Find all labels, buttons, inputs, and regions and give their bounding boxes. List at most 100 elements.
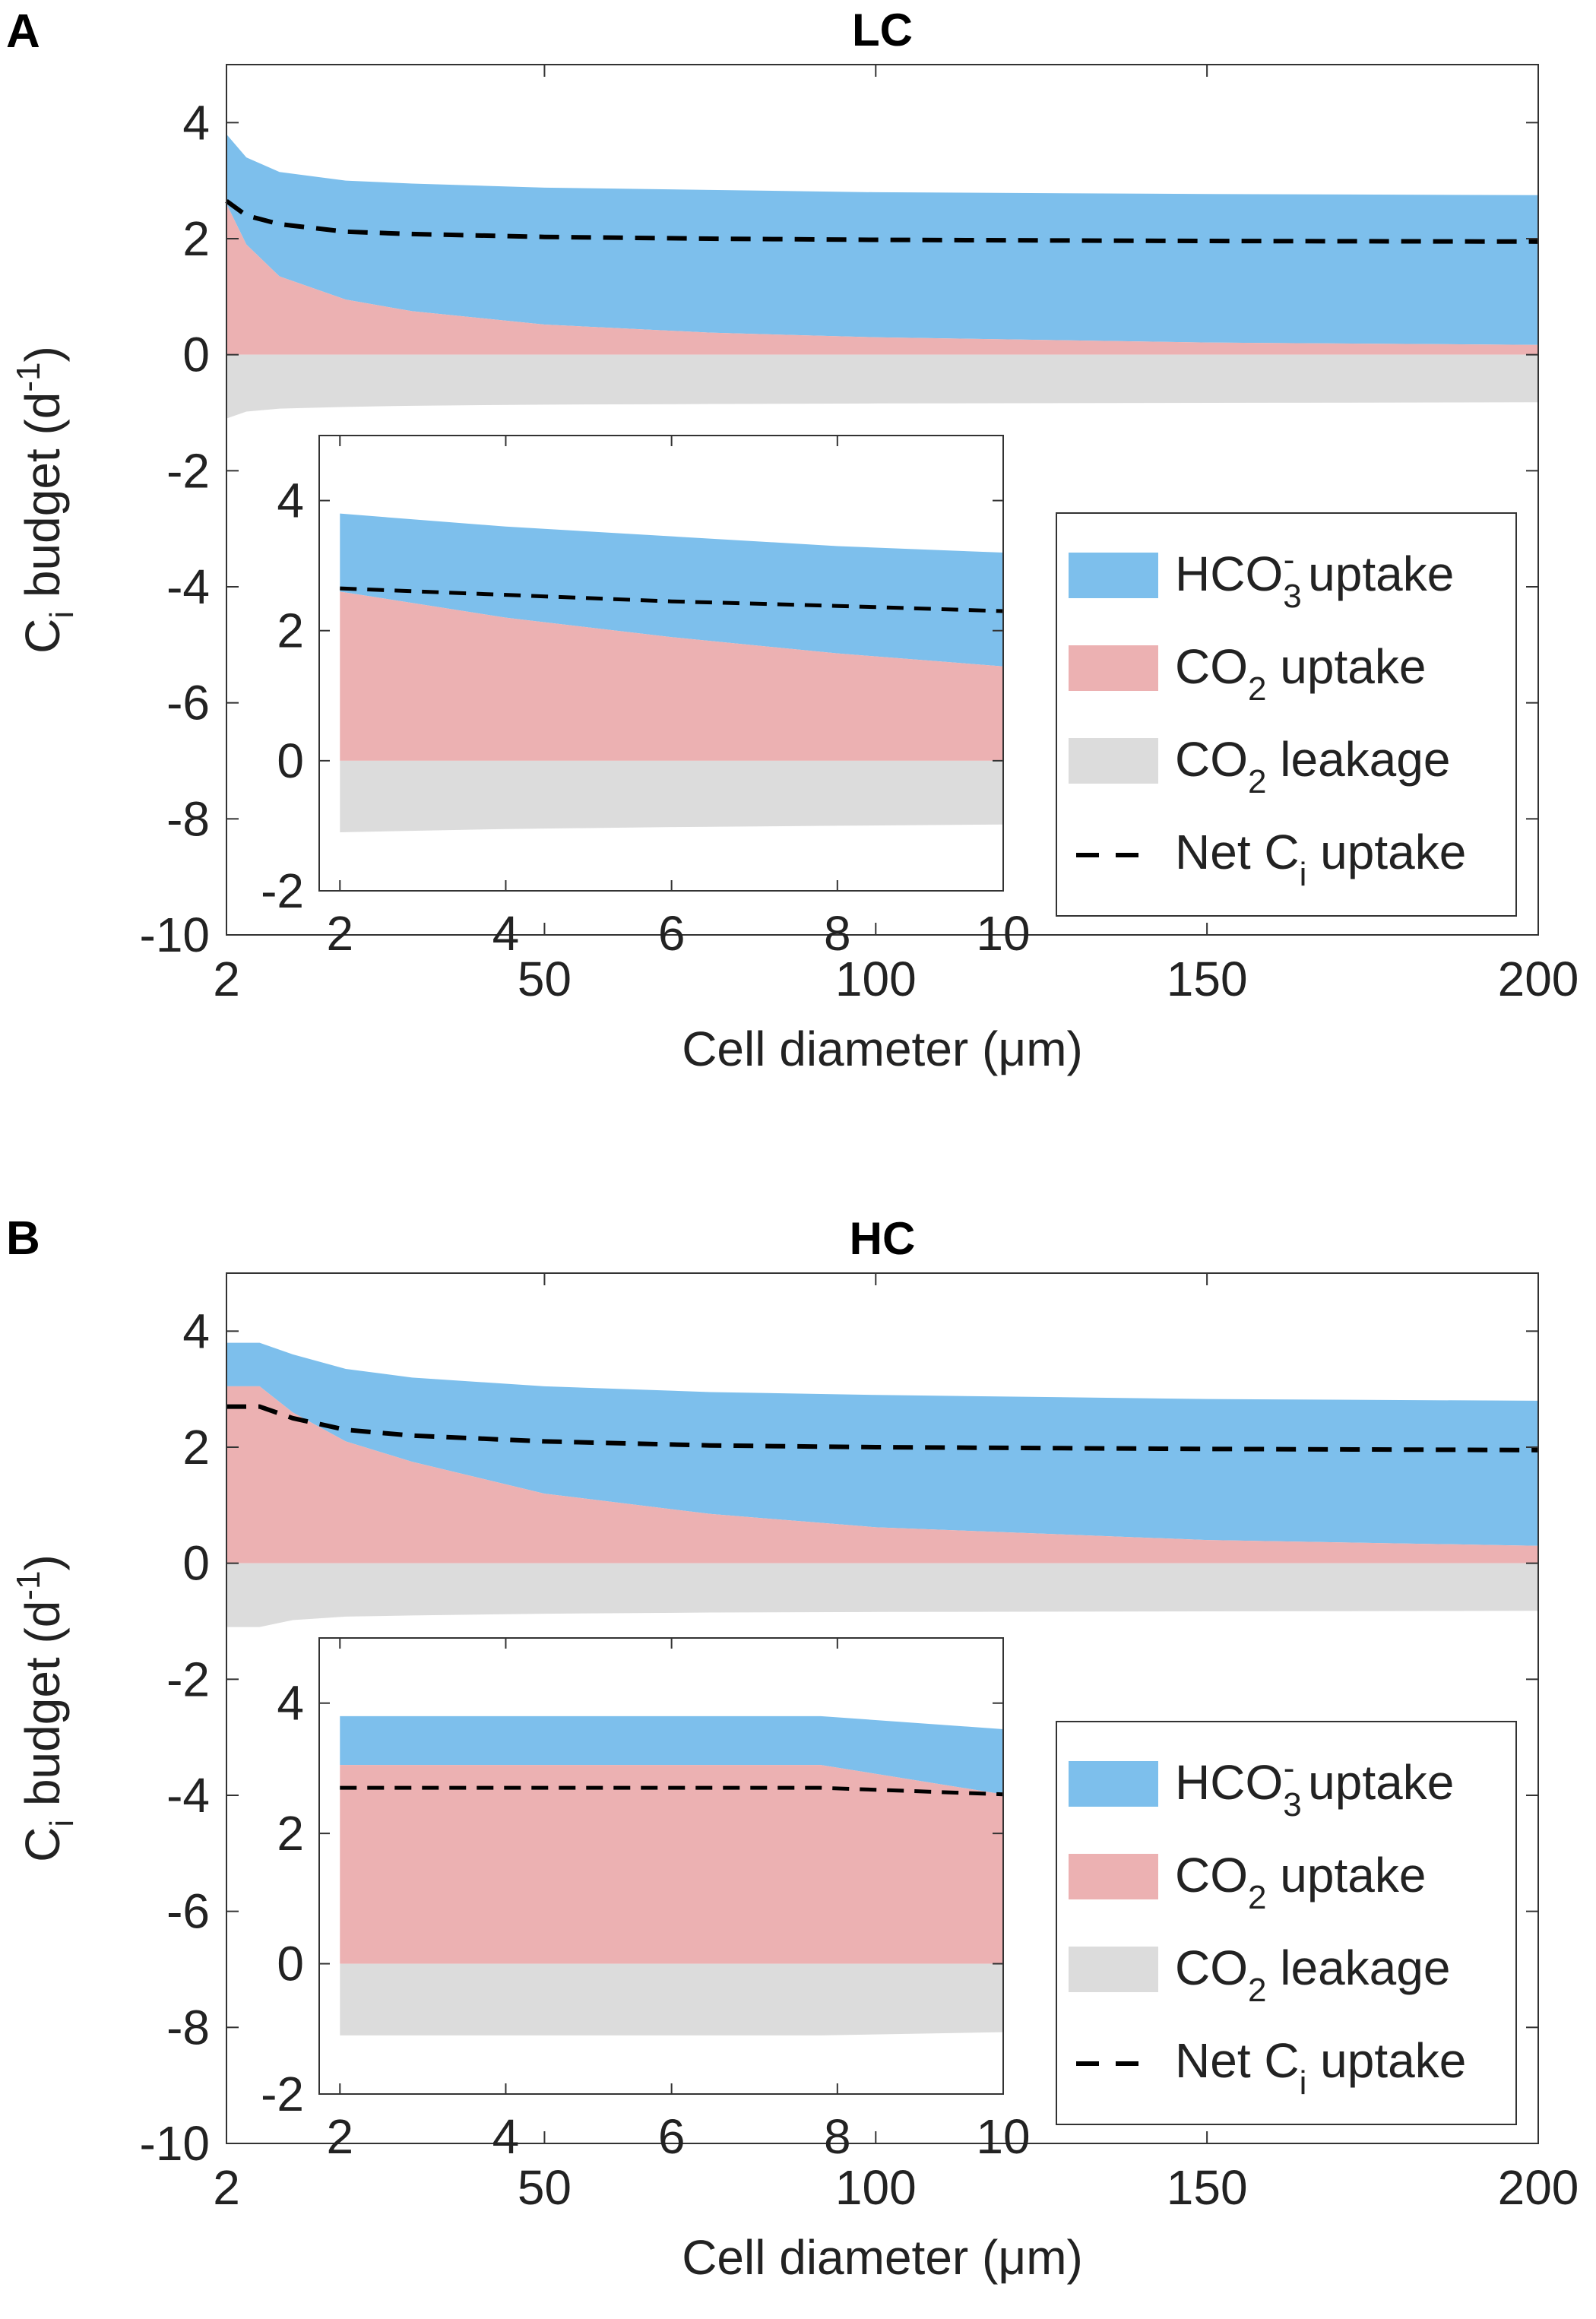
legend-label-net: Net Ci uptake (1175, 825, 1466, 893)
ylabel-sub: i (43, 611, 81, 619)
legend-swatch-hco3 (1069, 553, 1158, 598)
legend-post: uptake (1306, 825, 1466, 879)
co2-uptake-area (226, 204, 1538, 355)
ylabel-close: ) (15, 1554, 70, 1570)
legend-label-co2up: CO2 uptake (1175, 639, 1426, 708)
legend-sub: 3 (1283, 1786, 1301, 1823)
legend-label-co2leak: CO2 leakage (1175, 732, 1450, 800)
inset-y-tick-label: 0 (277, 1937, 304, 1991)
inset-x-tick-label: 8 (824, 906, 851, 961)
legend-sup: - (1284, 1750, 1295, 1787)
axes-frame (226, 64, 1539, 936)
legend-pre: Net C (1175, 2033, 1300, 2088)
inset-y-tick-label: -2 (261, 863, 304, 918)
y-tick-label: -2 (166, 1652, 210, 1706)
legend-label-co2up: CO2 uptake (1175, 1848, 1426, 1916)
panel-letter: B (6, 1212, 40, 1265)
net-ci-uptake-line (340, 1785, 1004, 1797)
inset-x-tick-label: 6 (658, 906, 686, 961)
legend-pre: CO (1175, 1848, 1248, 1902)
inset-x-tick-label: 2 (326, 2109, 353, 2164)
legend-sup: - (1284, 541, 1295, 578)
main-axes (226, 1272, 1539, 2144)
co2-uptake-area (340, 591, 1004, 761)
x-tick-label: 50 (518, 952, 572, 1006)
ylabel-main: C (15, 619, 70, 654)
hco3-uptake-area (340, 513, 1004, 667)
inset-x-tick-label: 2 (326, 906, 353, 961)
inset-x-tick-label: 4 (492, 906, 520, 961)
y-axis-label: Ci budget (d-1) (10, 346, 81, 654)
co2-leakage-area (226, 1563, 1538, 1627)
legend-pre: CO (1175, 639, 1248, 694)
co2-leakage-area (226, 354, 1538, 419)
y-tick-label: 2 (182, 211, 210, 266)
legend-sub: i (1300, 2064, 1307, 2102)
net-ci-uptake-line (340, 586, 1004, 613)
y-tick-label: -6 (166, 1884, 210, 1939)
x-tick-label: 100 (835, 2160, 917, 2215)
x-axis-label: Cell diameter (μm) (682, 1022, 1083, 1076)
ylabel-sub: i (43, 1820, 81, 1827)
legend-post: leakage (1266, 732, 1450, 787)
legend-label-hco3: HCO3- uptake (1175, 541, 1454, 615)
legend-swatch-co2up (1069, 1854, 1158, 1899)
inset-ticks: 2 4 6 8 10 4 2 0 -2 (261, 1638, 1031, 2164)
legend-swatch-co2leak (1069, 1947, 1158, 1992)
legend-sub: 2 (1248, 1879, 1266, 1916)
ylabel-exp: -1 (10, 362, 47, 391)
ylabel-main: C (15, 1827, 70, 1862)
panel-letter: A (6, 5, 40, 58)
x-tick-label: 200 (1498, 952, 1579, 1006)
y-tick-label: 4 (182, 95, 210, 150)
y-tick-label: -6 (166, 676, 210, 730)
legend-post: uptake (1294, 546, 1454, 601)
inset-x-tick-label: 6 (658, 2109, 686, 2164)
legend-pre: HCO (1175, 546, 1283, 601)
x-tick-label: 100 (835, 952, 917, 1006)
inset-x-tick-label: 10 (976, 906, 1030, 961)
net-ci-uptake-line (225, 198, 1539, 244)
legend-label-hco3: HCO3- uptake (1175, 1750, 1454, 1823)
legend-pre: HCO (1175, 1755, 1283, 1810)
inset-x-tick-label: 10 (976, 2109, 1030, 2164)
legend-sub: 3 (1283, 578, 1301, 615)
x-tick-label: 150 (1167, 2160, 1248, 2215)
y-axis-label-text: Ci budget (d-1) (10, 346, 81, 654)
x-axis-label: Cell diameter (μm) (682, 2230, 1083, 2285)
legend-swatch-co2up (1069, 645, 1158, 691)
y-tick-label: 4 (182, 1304, 210, 1358)
chart-title: LC (852, 5, 913, 55)
inset-x-tick-label: 4 (492, 2109, 520, 2164)
axes-frame (318, 435, 1004, 892)
inset-y-tick-label: 0 (277, 733, 304, 788)
legend-sub: 2 (1248, 763, 1266, 800)
x-tick-label: 50 (518, 2160, 572, 2215)
y-tick-label: -10 (140, 2116, 211, 2171)
ylabel-rest: budget (d (15, 1601, 70, 1820)
inset-y-tick-label: 2 (277, 1806, 304, 1861)
chart-title: HC (850, 1213, 916, 1264)
x-tick-label: 2 (213, 952, 240, 1006)
ylabel-close: ) (15, 346, 70, 362)
legend-post: leakage (1266, 1940, 1450, 1995)
y-tick-label: 0 (182, 328, 210, 382)
hco3-uptake-area (340, 1715, 1004, 1795)
y-axis-label: Ci budget (d-1) (10, 1554, 81, 1862)
y-tick-label: -10 (140, 908, 211, 962)
legend-swatch-co2leak (1069, 738, 1158, 784)
co2-leakage-area (340, 760, 1004, 832)
legend-post: uptake (1294, 1755, 1454, 1810)
inset-axes (318, 1637, 1004, 2095)
legend-post: uptake (1306, 2033, 1466, 2088)
inset-y-tick-label: 2 (277, 604, 304, 658)
legend-post: uptake (1266, 1848, 1426, 1902)
legend-label-net: Net Ci uptake (1175, 2033, 1466, 2102)
